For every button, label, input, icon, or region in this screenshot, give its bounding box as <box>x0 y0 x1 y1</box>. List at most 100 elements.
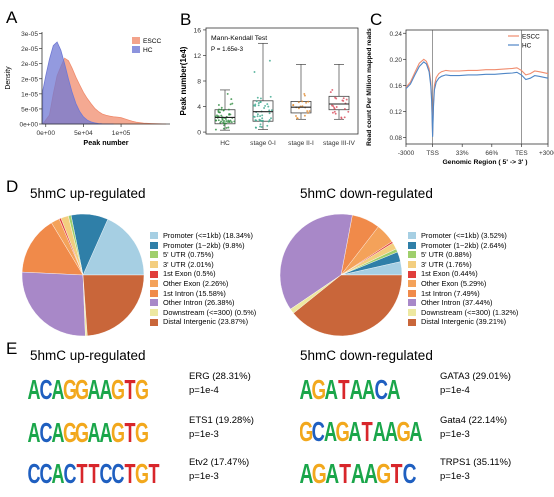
data-point <box>256 115 259 118</box>
legend-label: 1st Intron (7.49%) <box>421 288 480 298</box>
legend-item: Promoter (<=1kb) (18.34%) <box>150 231 256 241</box>
read-profile-chart: 0.08 0.12 0.16 0.20 0.24 -3000 TSS 33% 66% TES +30… <box>366 28 554 166</box>
legend-label: Downstream (<=300) (0.5%) <box>163 307 257 317</box>
plot-frame <box>405 29 549 145</box>
data-point <box>306 110 309 113</box>
legend-swatch <box>150 299 158 307</box>
motif-pvalue: p=1e-3 <box>440 429 470 440</box>
motif-tf-name: Gata4 (22.14%) <box>440 415 508 426</box>
logo-letter: C <box>312 417 325 443</box>
y-tick-label: 1e-05 <box>21 91 38 98</box>
x-tick-label: +3000 <box>539 150 554 157</box>
logo-letter: G <box>397 417 411 443</box>
data-point <box>257 102 260 105</box>
data-point <box>301 100 304 103</box>
logo-letter: G <box>376 459 391 485</box>
legend-swatch <box>408 289 416 297</box>
data-point <box>296 117 299 120</box>
logo-letter: A <box>28 374 41 401</box>
motif-down-title: 5hmC down-regulated <box>300 348 433 363</box>
logo-letter: C <box>100 458 113 485</box>
y-tick-label: 0e+00 <box>19 122 38 129</box>
x-tick-label: TSS <box>426 150 438 157</box>
data-point <box>292 103 295 106</box>
data-point <box>257 104 260 107</box>
data-point <box>260 120 263 122</box>
pie-down-legend: Promoter (<=1kb) (3.52%) Promoter (1~2kb)… <box>408 231 518 327</box>
logo-letter: G <box>300 417 313 443</box>
logo-letter: T <box>361 417 373 443</box>
legend-label-escc: ESCC <box>143 38 162 45</box>
legend-item: Downstream (<=300) (0.5%) <box>150 308 256 318</box>
test-name: Mann-Kendall Test <box>211 35 267 42</box>
logo-letter: A <box>350 374 364 401</box>
legend-label: Promoter (<=1kb) (3.52%) <box>421 231 507 240</box>
data-point <box>227 108 230 111</box>
data-point <box>308 110 311 113</box>
data-point <box>217 110 220 112</box>
data-point <box>253 115 256 118</box>
motif-pvalue: p=1e-3 <box>189 429 219 440</box>
data-point <box>268 112 271 115</box>
logo-letter: T <box>77 458 89 485</box>
logo-letter: A <box>100 374 113 401</box>
data-point <box>222 109 225 112</box>
legend-swatch <box>408 261 416 269</box>
legend-label: Promoter (1~2kb) (9.8%) <box>163 240 245 250</box>
legend-swatch <box>150 318 158 326</box>
x-tick-label: stage II-I <box>288 140 314 147</box>
legend-label: Promoter (1~2kb) (2.64%) <box>421 240 507 250</box>
logo-letter: G <box>63 417 77 444</box>
x-tick-label: 0e+00 <box>36 130 55 137</box>
data-point <box>335 106 338 108</box>
logo-letter: C <box>112 458 125 485</box>
pie-up-chart <box>21 213 145 337</box>
logo-letter: A <box>387 374 400 401</box>
pie-slice <box>279 213 353 310</box>
data-point <box>267 120 270 123</box>
logo-letter: A <box>409 417 422 443</box>
legend-label: 1st Exon (0.44%) <box>421 269 478 279</box>
legend-label: 5' UTR (0.75%) <box>163 250 214 260</box>
legend-item: Other Intron (37.44%) <box>408 298 518 308</box>
motif-tf-name: Etv2 (17.47%) <box>189 457 250 468</box>
data-point <box>307 111 309 114</box>
data-point <box>329 91 332 94</box>
pie-up-title: 5hmC up-regulated <box>30 186 146 201</box>
legend-swatch <box>408 299 416 307</box>
logo-letter: C <box>375 374 389 401</box>
motif-pvalue: p=1e-4 <box>440 385 470 396</box>
data-point <box>218 111 221 114</box>
data-point <box>261 114 264 117</box>
y-axis-label: Read count Per Million mapped reads <box>366 28 373 146</box>
data-point <box>227 126 230 129</box>
data-point <box>343 116 346 119</box>
legend-swatch <box>150 241 158 249</box>
data-point <box>340 116 343 119</box>
y-tick-label: 0 <box>197 130 201 137</box>
logo-letter: A <box>300 459 313 485</box>
pie-down-title: 5hmC down-regulated <box>300 186 433 201</box>
data-point <box>303 92 306 95</box>
data-point <box>225 126 228 129</box>
logo-letter: A <box>324 417 337 443</box>
data-point <box>303 114 306 117</box>
legend-swatch <box>408 232 416 240</box>
pie-up-legend: Promoter (<=1kb) (18.34%) Promoter (1~2kb… <box>150 231 256 327</box>
y-tick-label: 3e-05 <box>21 31 38 38</box>
legend-swatch <box>150 232 158 240</box>
logo-letter: G <box>135 374 148 401</box>
y-tick-label: 0.08 <box>390 135 403 142</box>
logo-letter: T <box>89 458 101 485</box>
legend-label: 1st Exon (0.5%) <box>163 269 216 279</box>
logo-letter: A <box>348 417 361 443</box>
data-point <box>297 107 300 110</box>
legend-item: 1st Exon (0.44%) <box>408 269 518 279</box>
legend-label: Distal Intergenic (39.21%) <box>421 317 507 327</box>
legend-label: Other Intron (37.44%) <box>421 298 493 308</box>
data-point <box>342 97 345 100</box>
data-point <box>303 94 306 97</box>
x-tick-label: 33% <box>456 150 469 157</box>
legend-item: 3' UTR (2.01%) <box>150 260 256 270</box>
